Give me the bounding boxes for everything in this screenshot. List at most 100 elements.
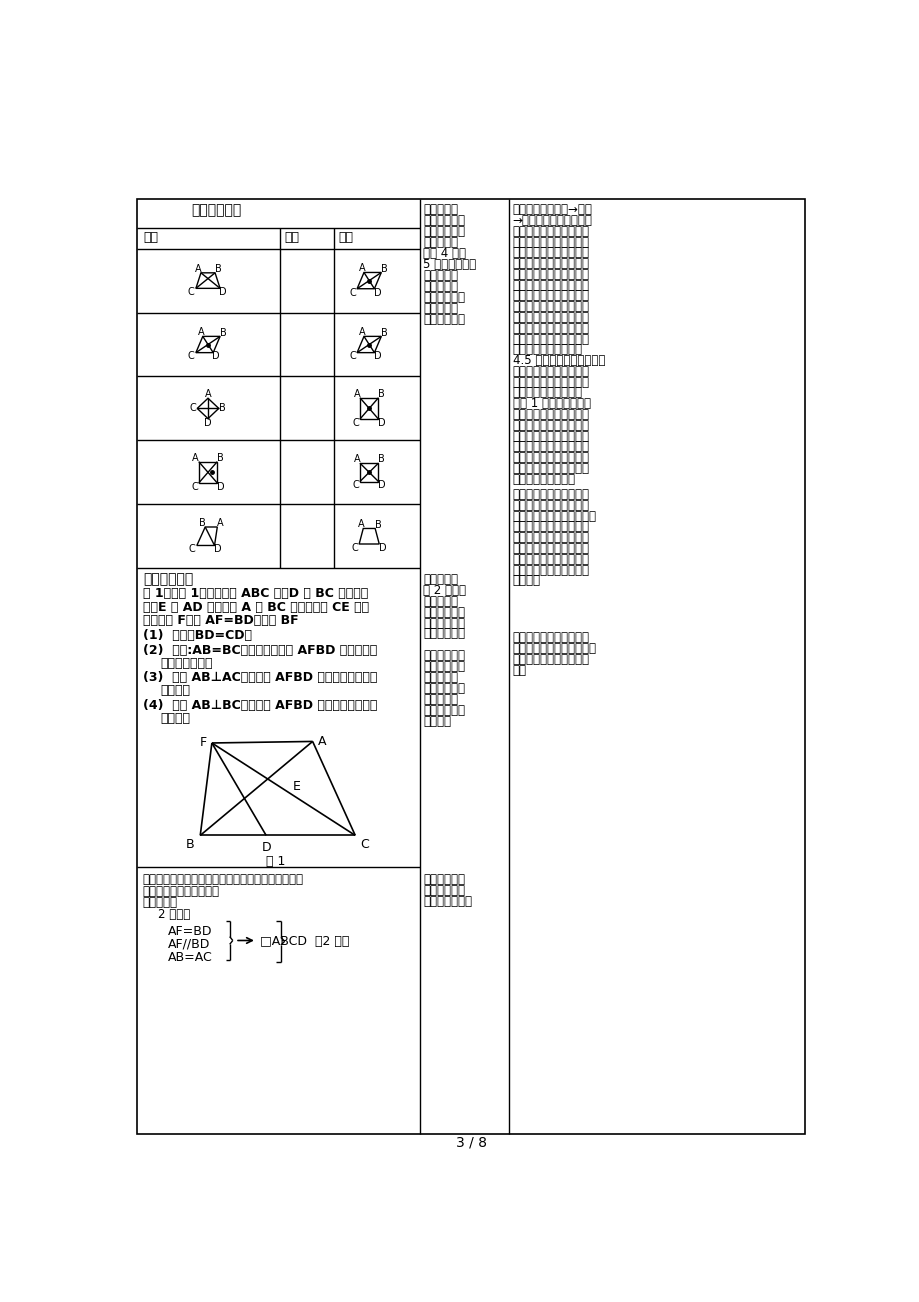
Text: 还有组合的变化。第五个: 还有组合的变化。第五个 (512, 322, 589, 335)
Text: 二．典例分析: 二．典例分析 (142, 572, 193, 586)
Text: 由某个小组: 由某个小组 (423, 573, 458, 586)
Text: 点，E 是 AD 中点，过 A 作 BC 的平行线交 CE 的延: 点，E 是 AD 中点，过 A 作 BC 的平行线交 CE 的延 (142, 600, 369, 613)
Text: □ABCD  （2 分）: □ABCD （2 分） (260, 935, 349, 948)
Text: (1)  求证：BD=CD；: (1) 求证：BD=CD； (142, 629, 252, 642)
Text: A: A (192, 453, 199, 462)
Text: D: D (219, 288, 227, 297)
Text: C: C (352, 418, 359, 428)
Text: A: A (318, 734, 326, 747)
Text: C: C (351, 543, 357, 553)
Text: 所以请每个: 所以请每个 (423, 236, 458, 249)
Text: 你的解答：: 你的解答： (142, 896, 177, 909)
Text: 第四个空从平行四边形到: 第四个空从平行四边形到 (512, 289, 589, 302)
Text: A: A (204, 388, 211, 398)
Text: 循序渐进实现目标。: 循序渐进实现目标。 (512, 473, 575, 486)
Text: 生的主体地位，老师借助: 生的主体地位，老师借助 (512, 531, 589, 544)
Text: A: A (194, 264, 201, 273)
Text: 容。: 容。 (512, 664, 526, 677)
Text: 好地把握特殊四边形的相: 好地把握特殊四边形的相 (512, 225, 589, 238)
Text: (4)  如果 AB⊥BC，判试断 AFBD 的形状，并证明你: (4) 如果 AB⊥BC，判试断 AFBD 的形状，并证明你 (142, 699, 377, 712)
Text: 生回答情况: 生回答情况 (423, 302, 458, 315)
Text: 结论: 结论 (338, 230, 353, 243)
Text: A: A (217, 518, 223, 529)
Text: D: D (378, 543, 386, 553)
Text: 例题 1 是对特殊四边形: 例题 1 是对特殊四边形 (512, 397, 590, 410)
Text: A: A (358, 519, 365, 529)
Text: B: B (380, 328, 387, 337)
Text: C: C (360, 837, 369, 850)
Text: B: B (220, 328, 226, 337)
Text: 2 证明：: 2 证明： (142, 907, 190, 921)
Text: 学案上。引导: 学案上。引导 (423, 682, 465, 695)
Text: C: C (348, 288, 356, 298)
Text: 让学生感受说理的逻辑，: 让学生感受说理的逻辑， (512, 553, 589, 566)
Text: 下基础。: 下基础。 (512, 574, 540, 587)
Text: 师评价，其余: 师评价，其余 (423, 660, 465, 673)
Text: D: D (204, 418, 211, 428)
Text: 正方形有两个跨度，除了: 正方形有两个跨度，除了 (512, 301, 589, 314)
Text: A: A (353, 454, 359, 465)
Text: 条件: 条件 (284, 230, 299, 243)
Text: 其他同学可: 其他同学可 (423, 268, 458, 281)
Text: A: A (198, 327, 204, 337)
Text: 好知识和方法上的准备。: 好知识和方法上的准备。 (512, 246, 589, 259)
Text: C: C (348, 352, 356, 362)
Text: 我特别设置了起点→条件: 我特别设置了起点→条件 (512, 203, 592, 216)
Text: 起点: 起点 (142, 230, 158, 243)
Text: 补充或评价。: 补充或评价。 (423, 312, 465, 326)
Text: D: D (212, 352, 220, 362)
Text: D: D (378, 418, 385, 428)
Text: 为各小组互评。: 为各小组互评。 (423, 894, 472, 907)
Text: 到最近的一个图形，只有: 到最近的一个图形，只有 (512, 268, 589, 281)
Text: (2)  如果:AB=BC，试判断四边形 AFBD 的形状，并: (2) 如果:AB=BC，试判断四边形 AFBD 的形状，并 (142, 643, 377, 656)
Text: AF//BD: AF//BD (167, 937, 210, 950)
Text: D: D (213, 544, 221, 555)
Text: 的结论。: 的结论。 (160, 685, 189, 698)
Text: (3)  如果 AB⊥AC，判试断 AFBD 的形状，并证明你: (3) 如果 AB⊥AC，判试断 AFBD 的形状，并证明你 (142, 672, 377, 685)
Text: C: C (352, 480, 359, 491)
Text: 小组 4 号或: 小组 4 号或 (423, 247, 466, 260)
Text: 揭示解题规律也是重要内: 揭示解题规律也是重要内 (512, 652, 589, 665)
Text: 角形的相关性质与判定。: 角形的相关性质与判定。 (142, 884, 220, 897)
Text: 完整性。由基础较差的: 完整性。由基础较差的 (512, 344, 582, 357)
Text: 学生根据老师: 学生根据老师 (423, 874, 465, 887)
Text: 答案不唯一，: 答案不唯一， (423, 225, 465, 238)
Text: 导学生清晰明了地去寻找: 导学生清晰明了地去寻找 (512, 499, 589, 512)
Text: 在老师的思路启迪下，引: 在老师的思路启迪下，引 (512, 488, 589, 501)
Text: 以补充或评: 以补充或评 (423, 280, 458, 293)
Text: 思路启迪：从复杂图形中抽象出四边形图案；特殊三: 思路启迪：从复杂图形中抽象出四边形图案；特殊三 (142, 874, 303, 887)
Text: 生参与度不高的现状。: 生参与度不高的现状。 (512, 387, 582, 400)
Text: 的结论。: 的结论。 (160, 712, 189, 725)
Text: 此题为学生的每步打分，: 此题为学生的每步打分， (512, 542, 589, 555)
Text: 条件并且规范地写出过程。: 条件并且规范地写出过程。 (512, 509, 596, 522)
Text: D: D (373, 352, 380, 362)
Text: C: C (187, 288, 195, 297)
Text: D: D (378, 480, 385, 491)
Text: 顾，并总结解: 顾，并总结解 (423, 704, 465, 717)
Text: 边、角、对角线的变化，: 边、角、对角线的变化， (512, 279, 589, 292)
Text: 的 2 号同学: 的 2 号同学 (423, 583, 466, 596)
Text: 性质和判定的综合运用的: 性质和判定的综合运用的 (512, 408, 589, 421)
Text: B: B (219, 404, 226, 414)
Text: B: B (186, 837, 195, 850)
Text: C: C (187, 352, 195, 362)
Text: 3 / 8: 3 / 8 (456, 1135, 486, 1150)
Text: 复习课除了对知识的复习: 复习课除了对知识的复习 (512, 631, 589, 644)
Text: 典型题目。与原学案的区: 典型题目。与原学案的区 (512, 419, 589, 432)
Text: 象出四边形模型，把它作: 象出四边形模型，把它作 (512, 452, 589, 464)
Text: 在后面课堂中的参与度，: 在后面课堂中的参与度， (512, 365, 589, 378)
Text: B: B (217, 453, 223, 462)
Text: B: B (378, 454, 384, 465)
Text: 学生评价、老: 学生评价、老 (423, 650, 465, 663)
Text: 同学书写在: 同学书写在 (423, 672, 458, 685)
Text: 4.5 号同学回答，激发他们: 4.5 号同学回答，激发他们 (512, 354, 605, 367)
Text: AB=AC: AB=AC (167, 950, 212, 963)
Text: D: D (216, 482, 224, 492)
Text: 进行读题析: 进行读题析 (423, 595, 458, 608)
Text: 互关系，为推理、说理做: 互关系，为推理、说理做 (512, 236, 589, 249)
Text: A: A (353, 389, 359, 398)
Text: C: C (188, 544, 196, 555)
Text: 的评分标准，: 的评分标准， (423, 884, 465, 897)
Text: D: D (373, 288, 380, 298)
Text: D: D (261, 841, 270, 854)
